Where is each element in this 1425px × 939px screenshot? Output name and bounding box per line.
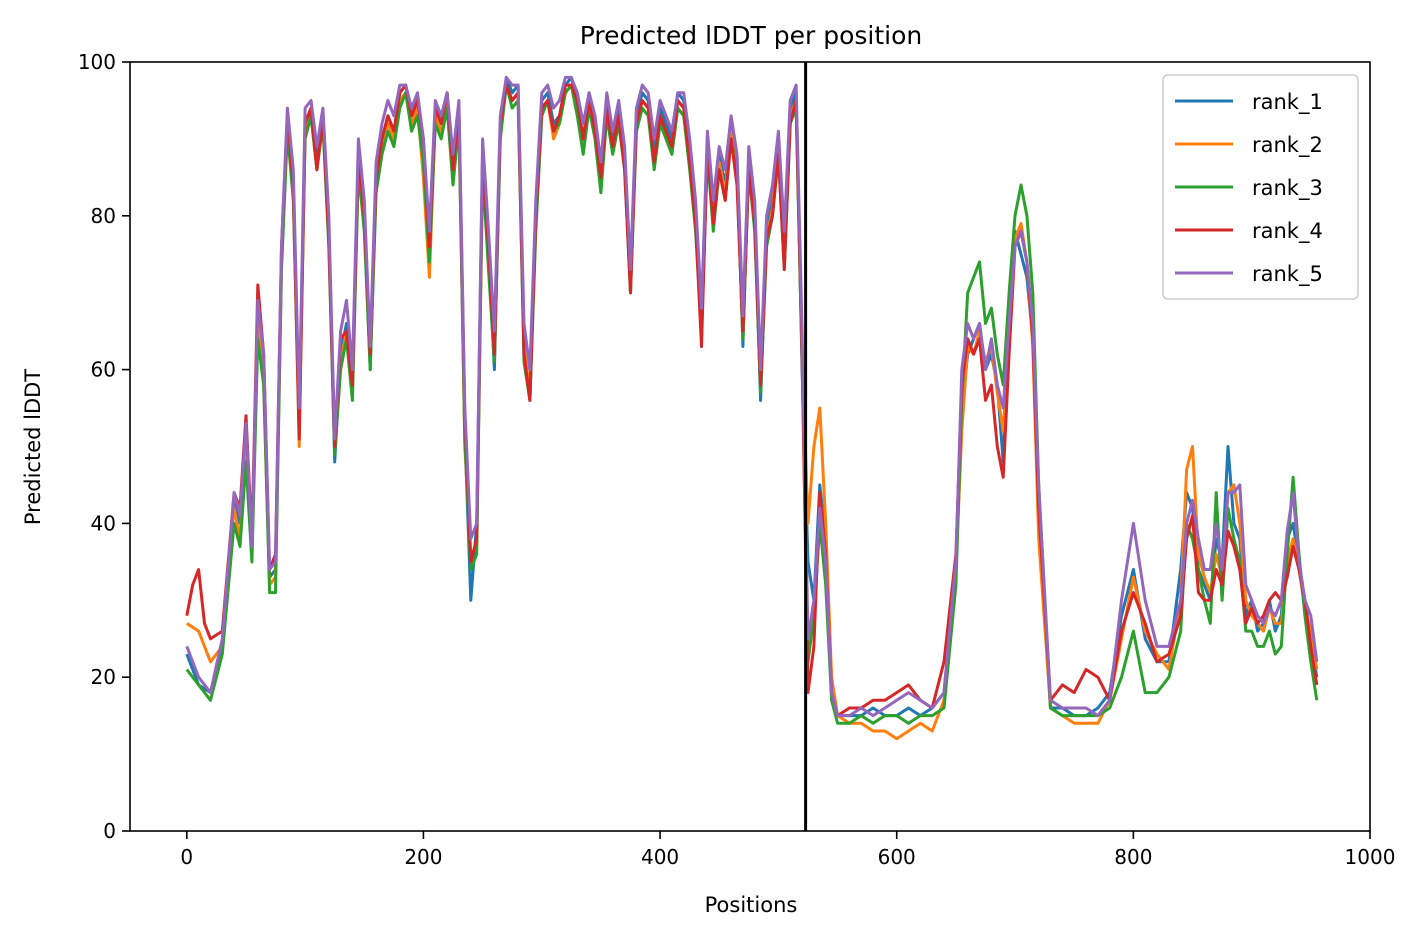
y-tick-label: 100	[78, 50, 116, 74]
legend-label-rank-4: rank_4	[1252, 219, 1323, 244]
x-tick-label: 200	[404, 845, 442, 869]
legend-label-rank-5: rank_5	[1252, 262, 1323, 287]
x-axis-label: Positions	[705, 893, 798, 917]
legend-box	[1162, 74, 1359, 300]
y-tick-label: 20	[91, 665, 116, 689]
x-tick-label: 600	[878, 845, 916, 869]
series-lines	[185, 75, 1319, 741]
y-tick-label: 40	[91, 511, 116, 535]
x-axis: 0 200 400 600 800 1000	[180, 831, 1395, 869]
x-tick-label: 1000	[1345, 845, 1396, 869]
legend-label-rank-2: rank_2	[1252, 133, 1323, 158]
x-tick-label: 0	[180, 845, 193, 869]
y-tick-label: 60	[91, 358, 116, 382]
y-axis: 0 20 40 60 80 100	[78, 50, 130, 843]
y-tick-label: 80	[91, 204, 116, 228]
x-tick-label: 400	[641, 845, 679, 869]
legend-label-rank-3: rank_3	[1252, 176, 1323, 201]
chart-title: Predicted lDDT per position	[580, 21, 922, 50]
y-axis-label: Predicted lDDT	[21, 369, 45, 525]
legend-label-rank-1: rank_1	[1252, 90, 1323, 115]
legend: rank_1 rank_2 rank_3 rank_4 rank_5	[1162, 74, 1359, 300]
series-line-rank-5	[185, 75, 1319, 718]
y-tick-label: 0	[103, 819, 116, 843]
x-tick-label: 800	[1114, 845, 1152, 869]
plot-frame	[129, 61, 1371, 832]
